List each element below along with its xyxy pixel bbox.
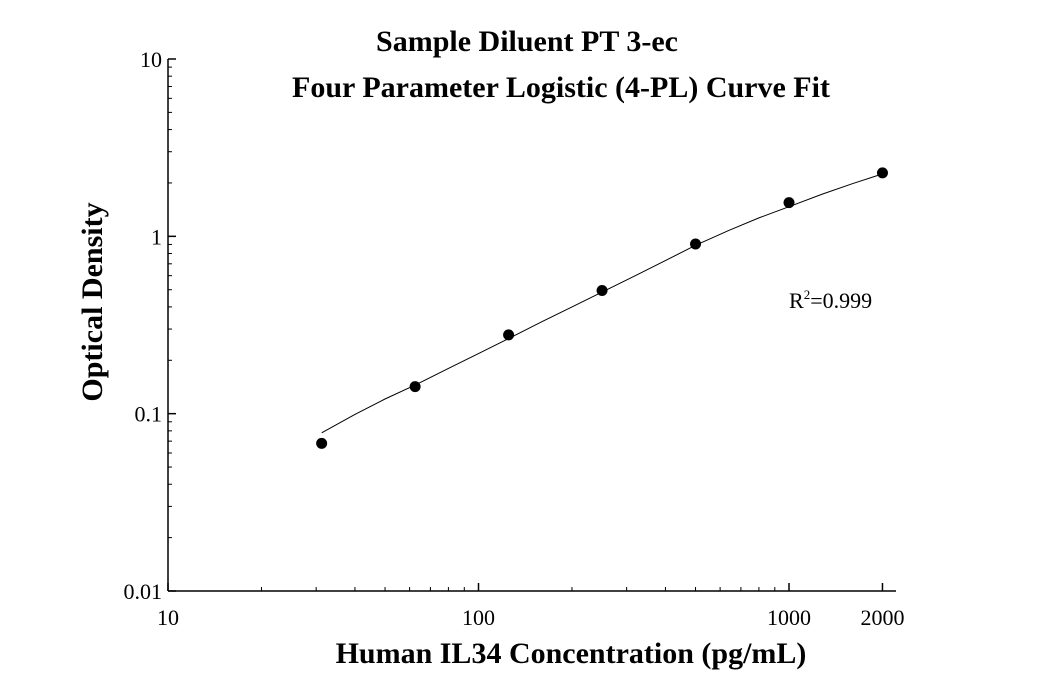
data-point <box>503 329 515 341</box>
data-point <box>783 197 795 209</box>
data-point <box>409 381 421 393</box>
y-tick-label: 0.1 <box>135 402 163 427</box>
chart-title: Sample Diluent PT 3-ec <box>376 25 678 58</box>
r-squared-annotation: R2=0.999 <box>789 287 872 313</box>
y-axis-title: Optical Density <box>76 202 109 401</box>
x-tick-label: 10 <box>157 605 179 630</box>
r-squared-base: R <box>789 288 804 313</box>
x-tick-label: 100 <box>462 605 495 630</box>
x-tick-label: 1000 <box>767 605 811 630</box>
x-axis-title: Human IL34 Concentration (pg/mL) <box>336 637 807 670</box>
data-point <box>690 238 702 250</box>
data-point <box>316 437 328 449</box>
data-point <box>876 167 888 179</box>
plot-area: 0.01 0.1 1 10 10 100 1000 2000 <box>124 47 905 630</box>
x-tick-label: 2000 <box>860 605 904 630</box>
data-point <box>596 284 608 296</box>
y-tick-label: 10 <box>140 47 162 72</box>
chart-subtitle: Four Parameter Logistic (4-PL) Curve Fit <box>292 71 830 104</box>
y-tick-label: 1 <box>151 224 162 249</box>
r-squared-value: =0.999 <box>810 288 872 313</box>
r-squared-superscript: 2 <box>804 287 811 302</box>
y-tick-label: 0.01 <box>124 579 163 604</box>
